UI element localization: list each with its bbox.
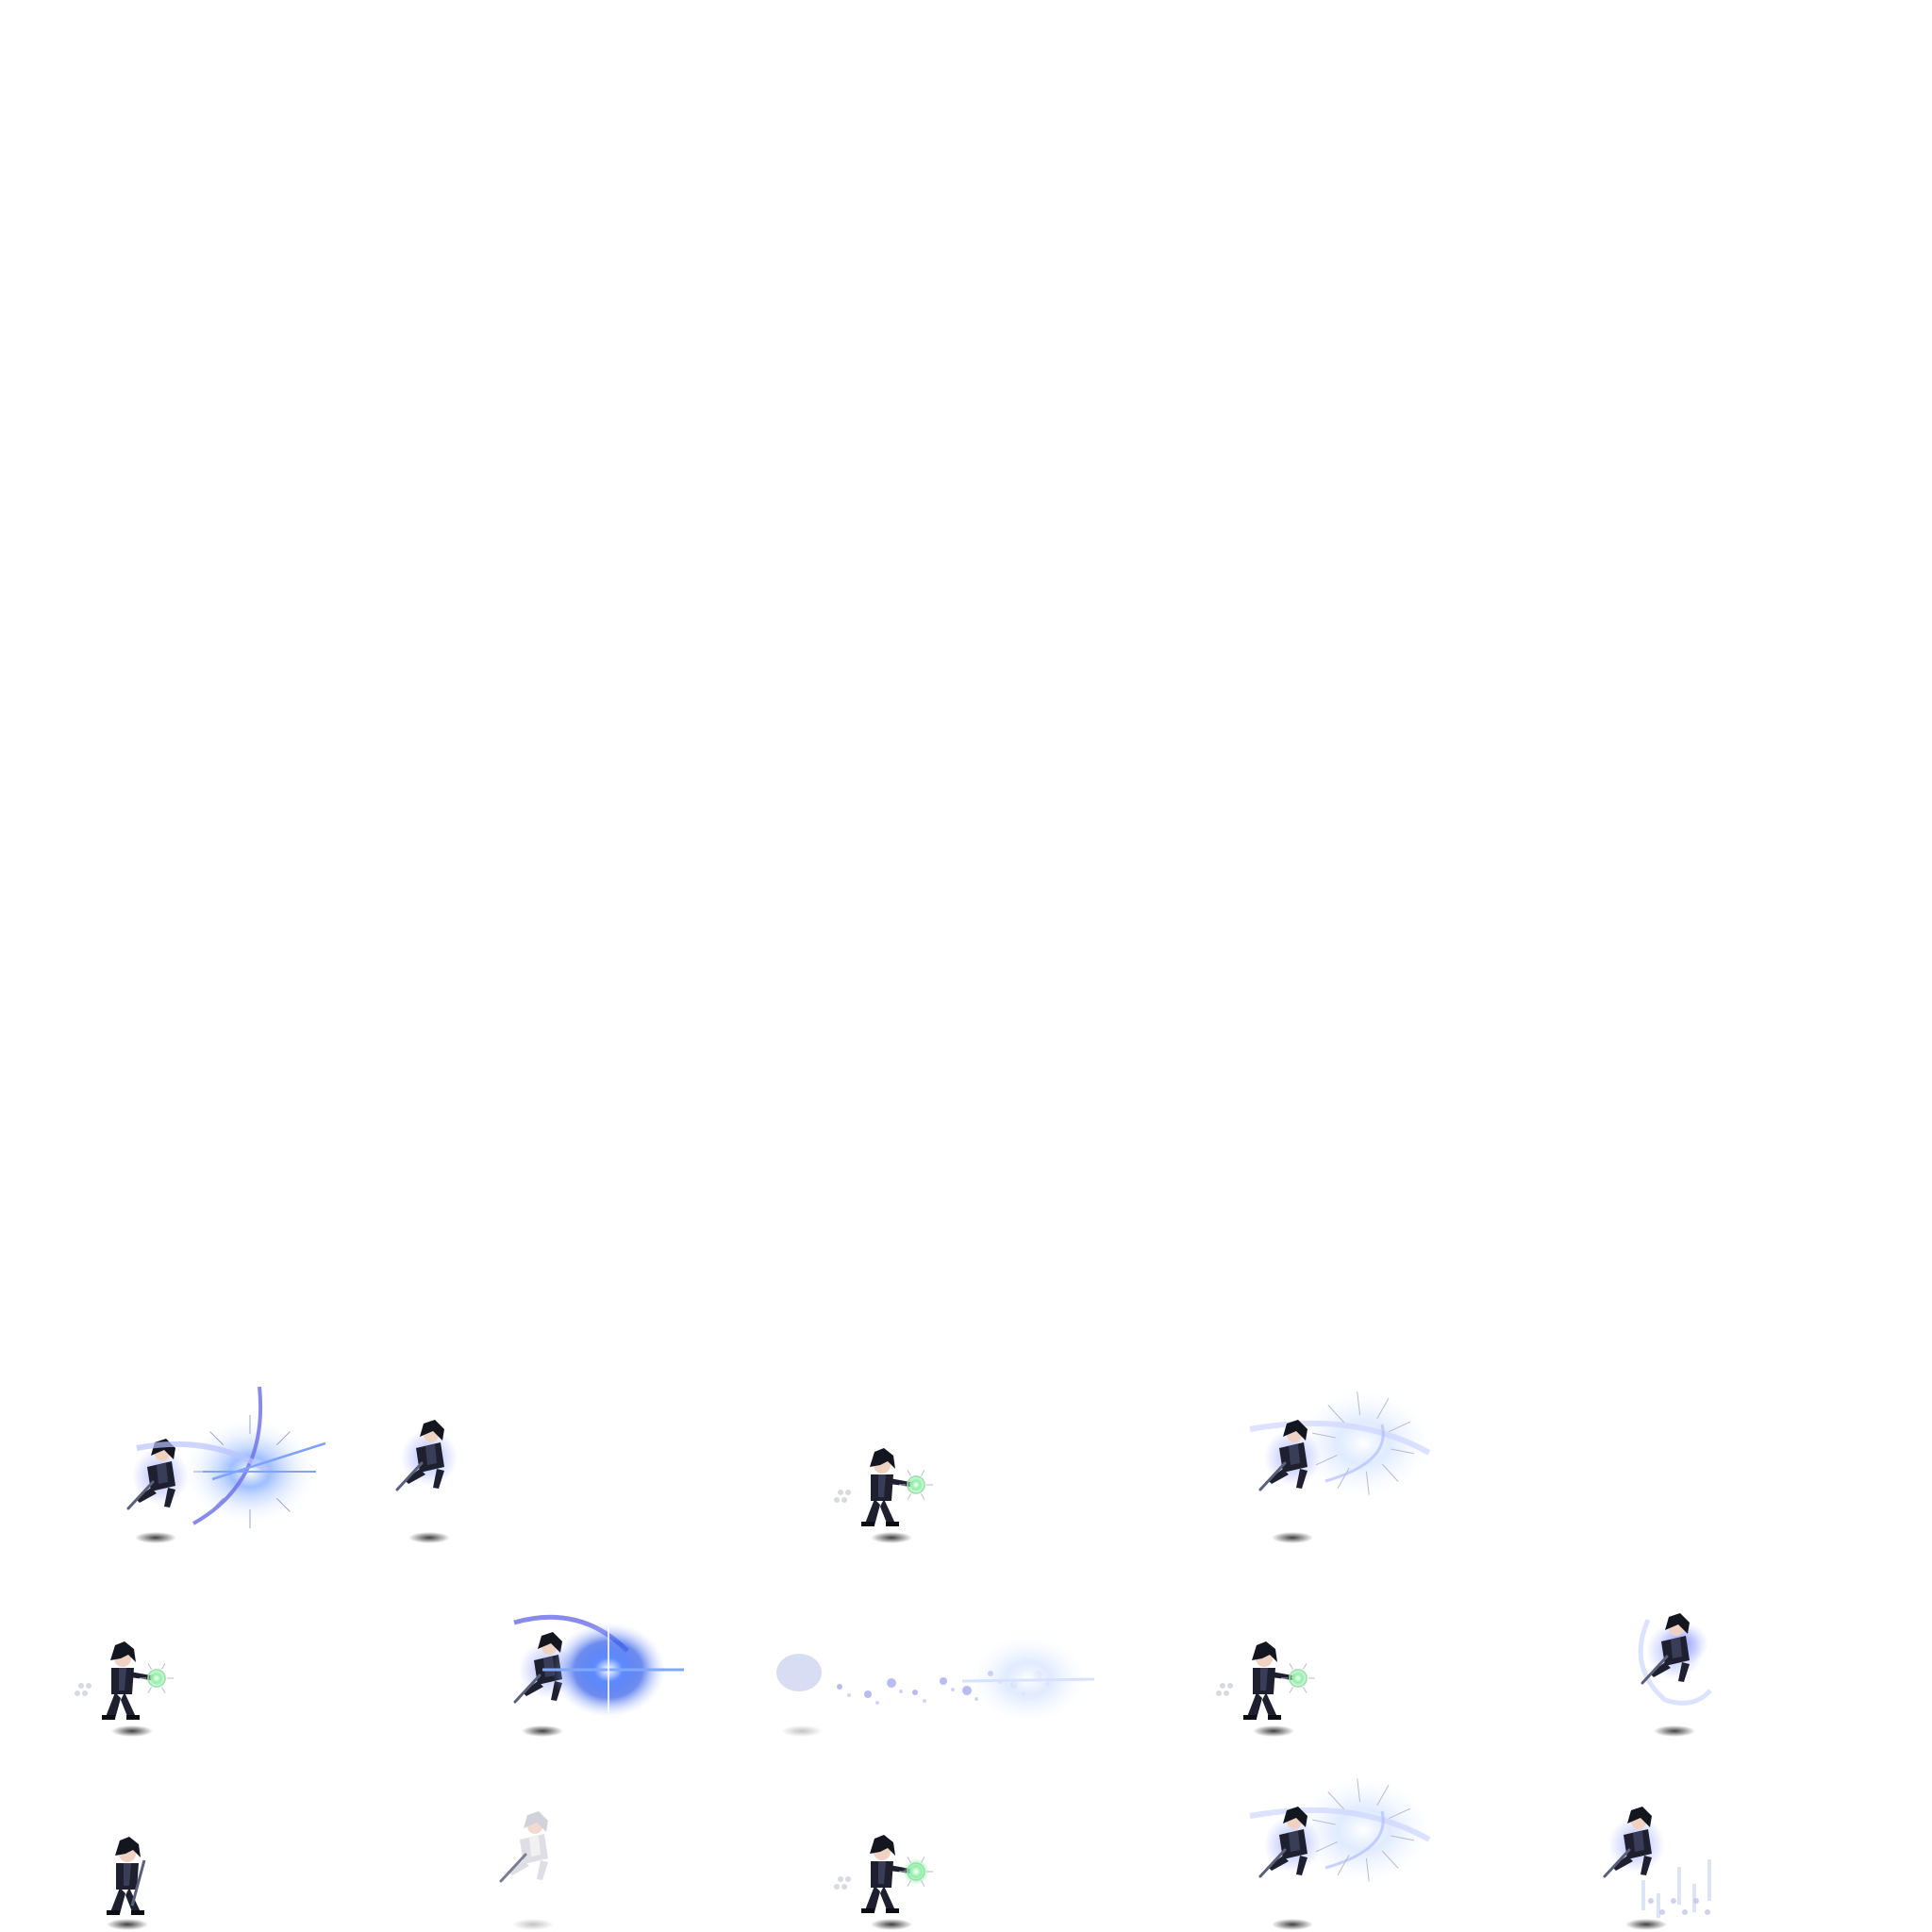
sprite-frame	[1603, 1807, 1711, 1930]
green-spark-effect	[834, 1470, 933, 1503]
ground-shadow	[1625, 1919, 1667, 1930]
sprite-frame	[499, 1811, 554, 1930]
character-sprite	[499, 1811, 548, 1883]
sprite-frame	[1638, 1613, 1712, 1737]
character-sprite	[1603, 1807, 1665, 1878]
green-spark-effect	[1216, 1663, 1315, 1696]
character-sprite	[395, 1420, 458, 1491]
particle-trail-effect	[776, 1637, 1095, 1722]
ground-shadow	[107, 1919, 148, 1930]
sprite-frame	[834, 1835, 933, 1930]
character-sprite	[126, 1439, 189, 1510]
green-spark-effect	[75, 1663, 174, 1696]
ground-shadow	[135, 1532, 176, 1543]
sprite-frame	[513, 1614, 684, 1737]
sprite-frame	[1249, 1778, 1431, 1930]
sprite-frame	[1249, 1391, 1431, 1543]
sprite-frame	[107, 1837, 148, 1930]
sprite-frame	[75, 1641, 174, 1737]
ground-shadow	[781, 1725, 823, 1737]
ground-shadow	[1654, 1725, 1695, 1737]
sprite-frame	[126, 1386, 326, 1543]
green-spark-effect	[834, 1857, 933, 1890]
burst-slash-effect	[136, 1386, 326, 1528]
ground-shadow	[522, 1725, 563, 1737]
soft-burst-effect	[1249, 1778, 1431, 1882]
character-sprite	[107, 1837, 146, 1915]
ground-shadow	[512, 1919, 554, 1930]
character-sprite	[1258, 1807, 1321, 1878]
ground-shadow	[111, 1725, 153, 1737]
ground-shadow	[1272, 1919, 1313, 1930]
ground-shadow	[1272, 1532, 1313, 1543]
character-sprite	[861, 1835, 915, 1913]
ground-shadow	[408, 1532, 450, 1543]
ground-shadow	[871, 1532, 912, 1543]
soft-burst-effect	[1249, 1391, 1431, 1495]
ground-shadow	[871, 1919, 912, 1930]
sprite-frame	[1216, 1641, 1315, 1737]
character-sprite	[102, 1641, 156, 1720]
character-sprite	[1243, 1641, 1297, 1720]
character-sprite	[861, 1448, 915, 1526]
sprite-frame	[395, 1420, 458, 1543]
sprite-frame	[776, 1637, 1095, 1737]
character-sprite	[1641, 1613, 1703, 1685]
ice-shards-effect	[1641, 1859, 1711, 1918]
blue-orb-effect	[513, 1614, 684, 1717]
character-sprite	[1258, 1420, 1321, 1491]
ground-shadow	[1253, 1725, 1294, 1737]
sprite-frame	[834, 1448, 933, 1543]
